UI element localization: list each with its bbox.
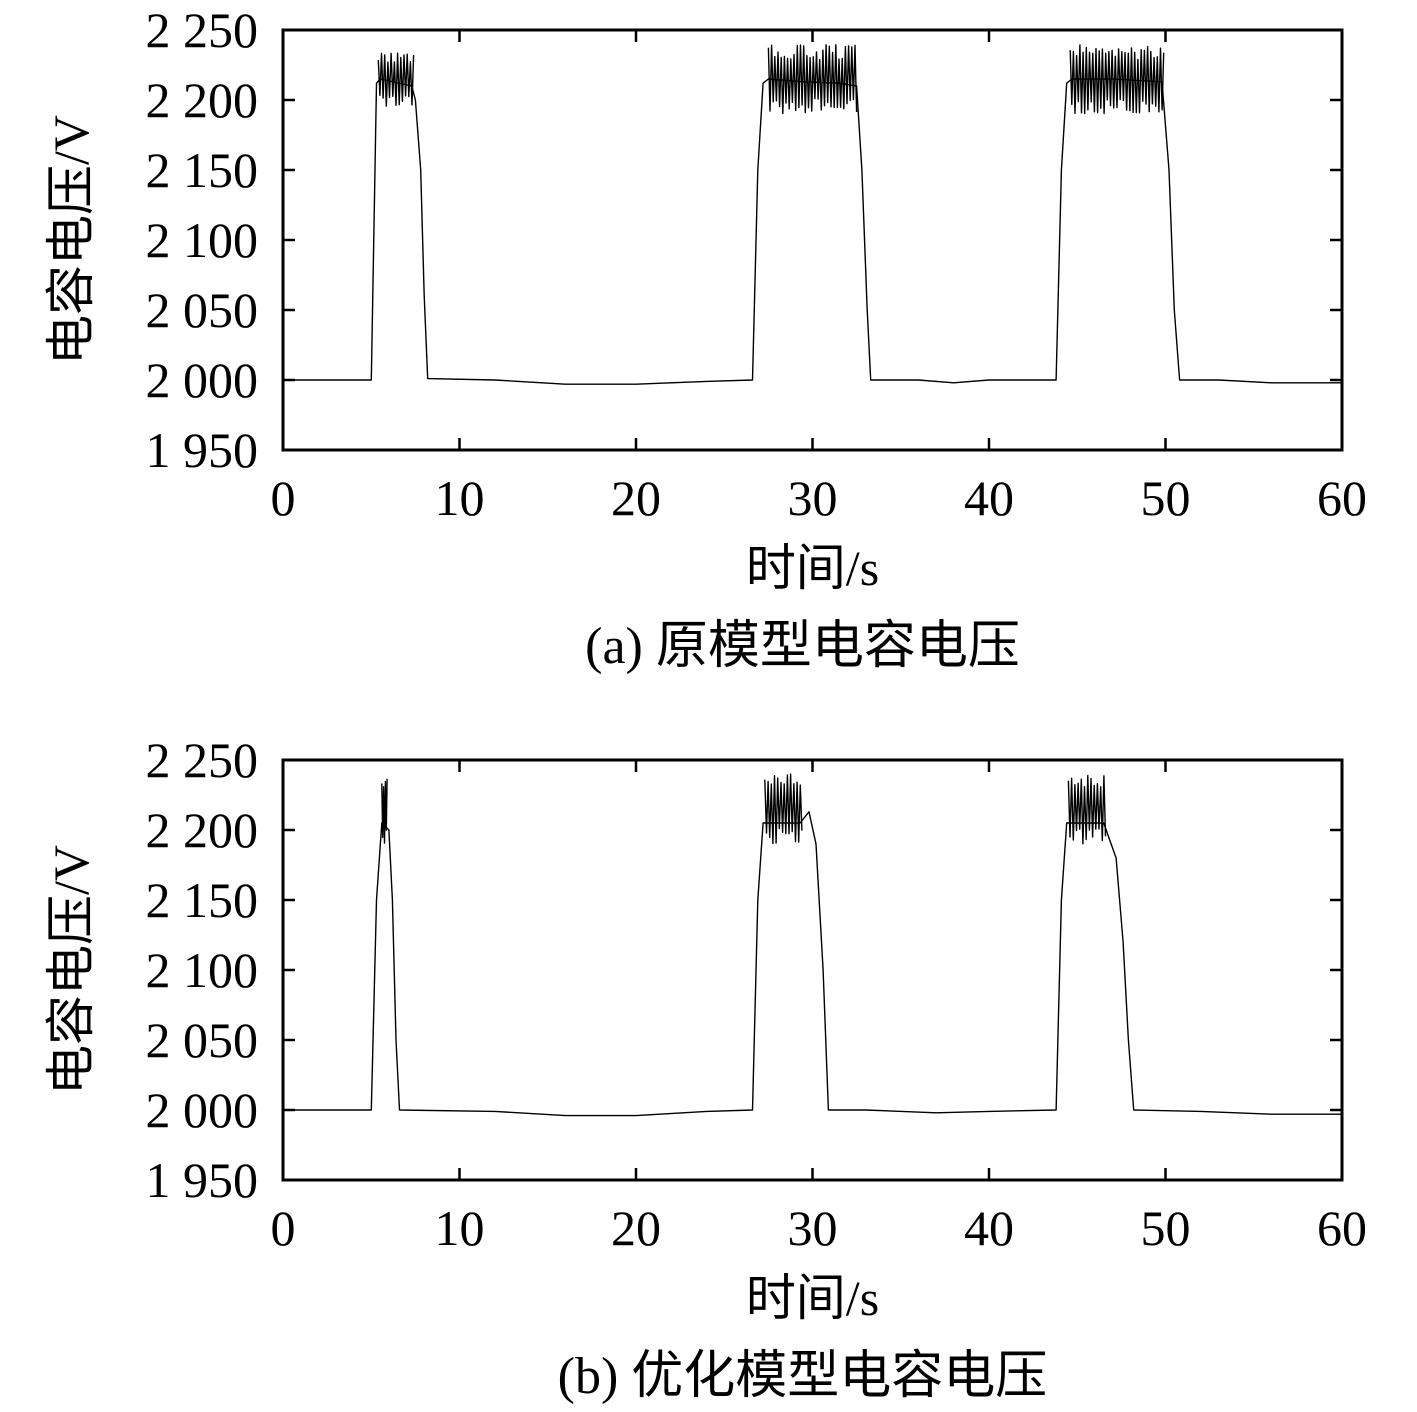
- oscillation-band: [767, 44, 858, 115]
- panel-b: 0 10 20 30 40 50 60 1 950 2 000 2 050 2 100 2 150 2 …: [43, 732, 1367, 1405]
- oscillation-band: [381, 778, 388, 844]
- y-tick-label: 2 000: [146, 1082, 259, 1138]
- x-tick-label: 60: [1317, 470, 1367, 526]
- y-tick-label: 2 050: [146, 1012, 259, 1068]
- panel-caption: (a) 原模型电容电压: [585, 618, 1020, 675]
- series-line: [283, 78, 1342, 385]
- x-tick-label: 20: [611, 470, 661, 526]
- x-tick-label: 30: [788, 470, 838, 526]
- oscillation-band: [1069, 44, 1165, 115]
- x-tick-label: 60: [1317, 1200, 1367, 1256]
- y-tick-label: 2 000: [146, 352, 259, 408]
- oscillation-band: [1067, 774, 1107, 845]
- x-tick-label: 50: [1141, 470, 1191, 526]
- y-axis-label: 电容电压/V: [43, 845, 99, 1095]
- y-tick-label: 2 100: [146, 942, 259, 998]
- y-axis-label: 电容电压/V: [43, 115, 99, 365]
- plot-frame: [281, 758, 1344, 1182]
- y-tick-label: 2 150: [146, 142, 259, 198]
- y-tick-label: 2 200: [146, 72, 259, 128]
- y-tick-label: 2 050: [146, 282, 259, 338]
- x-tick-label: 10: [435, 470, 485, 526]
- y-tick-label: 1 950: [146, 422, 259, 478]
- y-tick-label: 2 250: [146, 732, 259, 788]
- x-tick-label: 20: [611, 1200, 661, 1256]
- oscillation-band: [377, 52, 415, 107]
- y-tick-label: 2 100: [146, 212, 259, 268]
- panel-caption: (b) 优化模型电容电压: [558, 1348, 1048, 1405]
- y-tick-label: 1 950: [146, 1152, 259, 1208]
- plot-frame: [281, 28, 1344, 452]
- x-tick-label: 50: [1141, 1200, 1191, 1256]
- x-axis-label: 时间/s: [746, 1270, 879, 1326]
- x-tick-label: 40: [964, 470, 1014, 526]
- series-line: [283, 811, 1342, 1117]
- x-tick-label: 0: [271, 470, 296, 526]
- oscillation-band: [764, 773, 803, 845]
- y-tick-label: 2 250: [146, 2, 259, 58]
- y-tick-label: 2 150: [146, 872, 259, 928]
- x-tick-label: 30: [788, 1200, 838, 1256]
- panel-a: 0 10 20 30 40 50 60 1 950 2 000 2 050 2 100 2 150 2 …: [43, 2, 1367, 675]
- y-tick-label: 2 200: [146, 802, 259, 858]
- x-tick-label: 10: [435, 1200, 485, 1256]
- x-tick-label: 0: [271, 1200, 296, 1256]
- x-axis-label: 时间/s: [746, 540, 879, 596]
- x-tick-label: 40: [964, 1200, 1014, 1256]
